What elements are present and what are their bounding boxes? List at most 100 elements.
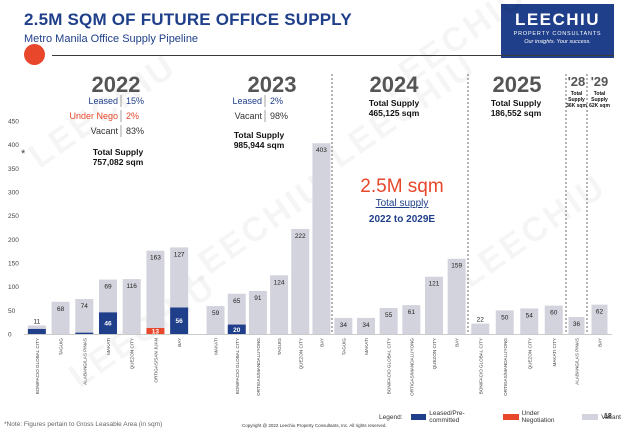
legend-swatch-under-nego — [502, 414, 519, 420]
bar-segment-vacant — [170, 247, 189, 308]
bar-segment-vacant — [357, 317, 375, 334]
page-subtitle: Metro Manila Office Supply Pipeline — [24, 33, 199, 45]
category-label: QUEZON CITY — [130, 338, 135, 369]
y-tick-label: 350 — [8, 166, 19, 173]
bar-segment-leased — [170, 307, 189, 334]
category-label: ALABANG/LAS PINAS — [82, 338, 87, 385]
logo-sub: PROPERTY CONSULTANTS — [513, 31, 602, 37]
bar-segment-vacant — [51, 301, 70, 334]
category-label: MAKATI — [214, 338, 219, 355]
bar-segment-vacant — [312, 143, 331, 334]
bar-value-label: 55 — [385, 312, 393, 319]
bar-value-label: 11 — [33, 318, 40, 325]
category-label: BONIFACIO GLOBAL CITY — [35, 338, 40, 394]
bar-segment-label: 56 — [176, 318, 184, 325]
bar-value-label: 69 — [104, 284, 112, 291]
category-label: TAGUIG — [59, 338, 64, 356]
category-label: BAY — [598, 338, 603, 347]
total-supply-value: 36K sqm — [566, 103, 587, 109]
stat-value: 15% — [126, 96, 144, 106]
bar-value-label: 34 — [340, 322, 348, 329]
bar-value-label: 163 — [150, 255, 161, 262]
category-label: ORTIGAS/MANDALUYONG — [256, 338, 261, 396]
bar-segment-leased — [227, 324, 246, 334]
legend-swatch-leased — [410, 414, 427, 420]
accent-dot — [24, 44, 45, 65]
category-label: BONIFACIO GLOBAL CITY — [387, 338, 392, 394]
category-label: QUEZON CITY — [527, 338, 532, 369]
category-label: BONIFACIO GLOBAL CITY — [478, 338, 483, 394]
highlight-big: 2.5M sqm — [360, 176, 443, 197]
y-tick-label: 250 — [8, 213, 19, 220]
bar-value-label: 22 — [477, 317, 485, 324]
bar-segment-label: 46 — [104, 321, 112, 328]
y-tick-label: 0 — [8, 332, 12, 339]
legend-item-vacant: Vacant — [582, 414, 621, 421]
bar-segment-vacant — [291, 228, 310, 334]
legend-label-leased: Leased/Pre-committed — [429, 410, 465, 424]
bar-segment-leased — [75, 332, 94, 334]
bar-value-label: 54 — [526, 312, 534, 319]
bar-value-label: 68 — [57, 306, 65, 313]
category-label: BAY — [177, 338, 182, 347]
category-label: MAKATI — [106, 338, 111, 355]
copyright: Copyright @ 2022 Leechiu Property Consul… — [242, 423, 387, 428]
bar-value-label: 121 — [429, 281, 440, 288]
bar-value-label: 116 — [127, 283, 138, 290]
bar-segment-vacant — [379, 307, 398, 334]
category-label: QUEZON CITY — [432, 338, 437, 369]
bar-segment-vacant — [544, 305, 563, 334]
panel-year: 2022 — [92, 72, 141, 97]
bar-segment-vacant — [206, 306, 225, 334]
category-label: MAKATI — [364, 338, 369, 355]
stat-value: 2% — [270, 96, 283, 106]
logo-tagline: Our insights. Your success. — [524, 39, 591, 45]
y-tick-label: 150 — [8, 261, 19, 268]
legend-title: Legend: — [379, 413, 403, 421]
legend-swatch-vacant — [582, 414, 599, 420]
bar-value-label: 59 — [212, 310, 220, 317]
bar-value-label: 159 — [451, 263, 462, 270]
bar-segment-label: 20 — [233, 327, 241, 334]
category-label: TAGUIG — [277, 338, 282, 356]
bar-value-label: 36 — [573, 321, 581, 328]
bar-segment-vacant — [495, 310, 514, 334]
bar-segment-vacant — [270, 275, 289, 334]
bar-value-label: 62 — [596, 309, 604, 316]
bar-segment-vacant — [27, 325, 46, 329]
stat-value: 2% — [126, 111, 139, 121]
total-supply-label: Total Supply — [234, 130, 285, 140]
category-label: ORTIGAS/SAN JUAN — [153, 338, 158, 383]
highlight-label: Total supply — [376, 198, 429, 209]
y-tick-label: 200 — [8, 237, 19, 244]
bar-segment-vacant — [591, 304, 608, 334]
bar-value-label: 50 — [501, 314, 509, 321]
bar-value-label: 91 — [254, 295, 262, 302]
bar-value-label: 222 — [295, 233, 306, 240]
total-supply-label: Total Supply — [93, 147, 144, 157]
bar-value-label: 403 — [316, 147, 327, 154]
bar-segment-vacant — [227, 293, 246, 325]
stat-label: Leased — [232, 96, 262, 106]
legend-item-under-nego: Under Negotiation — [502, 410, 573, 424]
bar-segment-vacant — [402, 305, 421, 334]
asterisk-mark: * — [21, 148, 26, 160]
total-supply-label: Total Supply — [491, 98, 542, 108]
stat-label: Vacant — [91, 126, 119, 136]
bar-segment-label: 13 — [152, 328, 160, 335]
category-label: MAKATI CITY — [552, 338, 557, 367]
legend-item-leased: Leased/Pre-committed — [410, 410, 494, 424]
legend-label-vacant: Vacant — [601, 413, 621, 421]
y-tick-label: 450 — [8, 119, 19, 126]
category-label: ORTIGAS/MANDALUYONG — [409, 338, 414, 396]
total-supply-label: Supply — [568, 97, 585, 103]
stat-label: Vacant — [235, 111, 263, 121]
total-supply-value: 465,125 sqm — [369, 108, 420, 118]
total-supply-label: Supply — [591, 97, 608, 103]
bar-value-label: 65 — [233, 298, 241, 305]
total-supply-label: Total — [571, 91, 583, 97]
stat-value: 83% — [126, 126, 144, 136]
bar-segment-vacant — [99, 279, 117, 313]
bar-segment-vacant — [425, 276, 443, 334]
